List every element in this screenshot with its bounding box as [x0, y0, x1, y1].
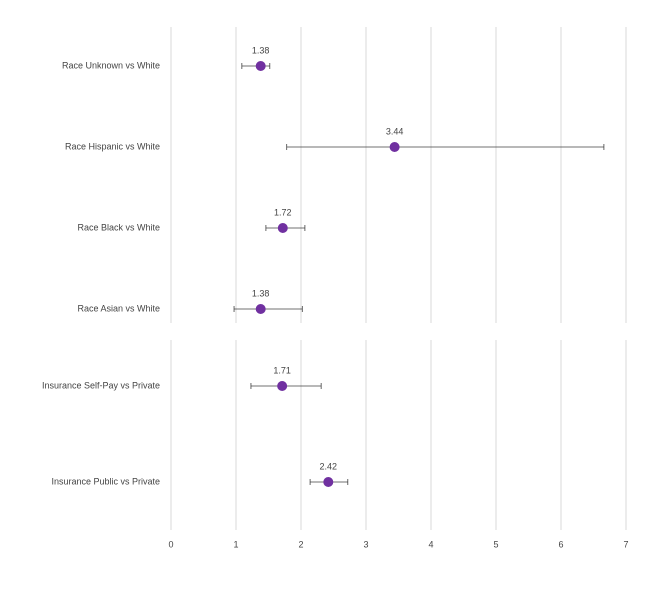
x-tick-label: 1	[233, 539, 238, 549]
value-label: 2.42	[320, 461, 338, 471]
x-tick-label: 5	[493, 539, 498, 549]
value-label: 1.38	[252, 288, 270, 298]
point	[277, 381, 288, 391]
value-label: 1.71	[273, 365, 291, 375]
category-label: Insurance Self-Pay vs Private	[42, 380, 160, 390]
category-label: Race Black vs White	[77, 222, 160, 232]
category-label: Race Asian vs White	[77, 303, 160, 313]
x-tick-label: 6	[558, 539, 563, 549]
point	[323, 477, 334, 487]
x-tick-label: 2	[298, 539, 303, 549]
point	[277, 223, 288, 233]
category-label: Insurance Public vs Private	[51, 476, 160, 486]
category-label: Race Hispanic vs White	[65, 141, 160, 151]
point	[255, 61, 266, 71]
x-tick-label: 4	[428, 539, 433, 549]
category-label: Race Unknown vs White	[62, 60, 160, 70]
value-label: 1.72	[274, 207, 292, 217]
x-tick-label: 7	[623, 539, 628, 549]
point	[389, 142, 400, 152]
value-label: 3.44	[386, 126, 404, 136]
x-tick-label: 0	[168, 539, 173, 549]
x-tick-label: 3	[363, 539, 368, 549]
value-label: 1.38	[252, 45, 270, 55]
point	[255, 304, 266, 314]
